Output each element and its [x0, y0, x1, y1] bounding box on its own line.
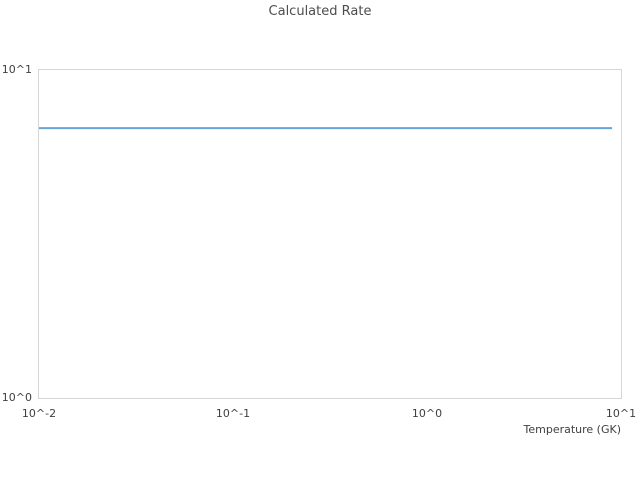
y-tick-label: 10^0 [1, 391, 32, 404]
chart-title: Calculated Rate [268, 4, 372, 19]
rate-line-plot [39, 127, 613, 130]
plot-area [38, 69, 622, 399]
x-axis-label: Temperature (GK) [523, 423, 622, 436]
x-tick-label: 10^1 [605, 407, 637, 420]
x-tick-label: 10^0 [411, 407, 443, 420]
y-tick-label: 10^1 [1, 63, 32, 76]
x-tick-label: 10^-1 [215, 407, 251, 420]
x-tick-label: 10^-2 [21, 407, 57, 420]
